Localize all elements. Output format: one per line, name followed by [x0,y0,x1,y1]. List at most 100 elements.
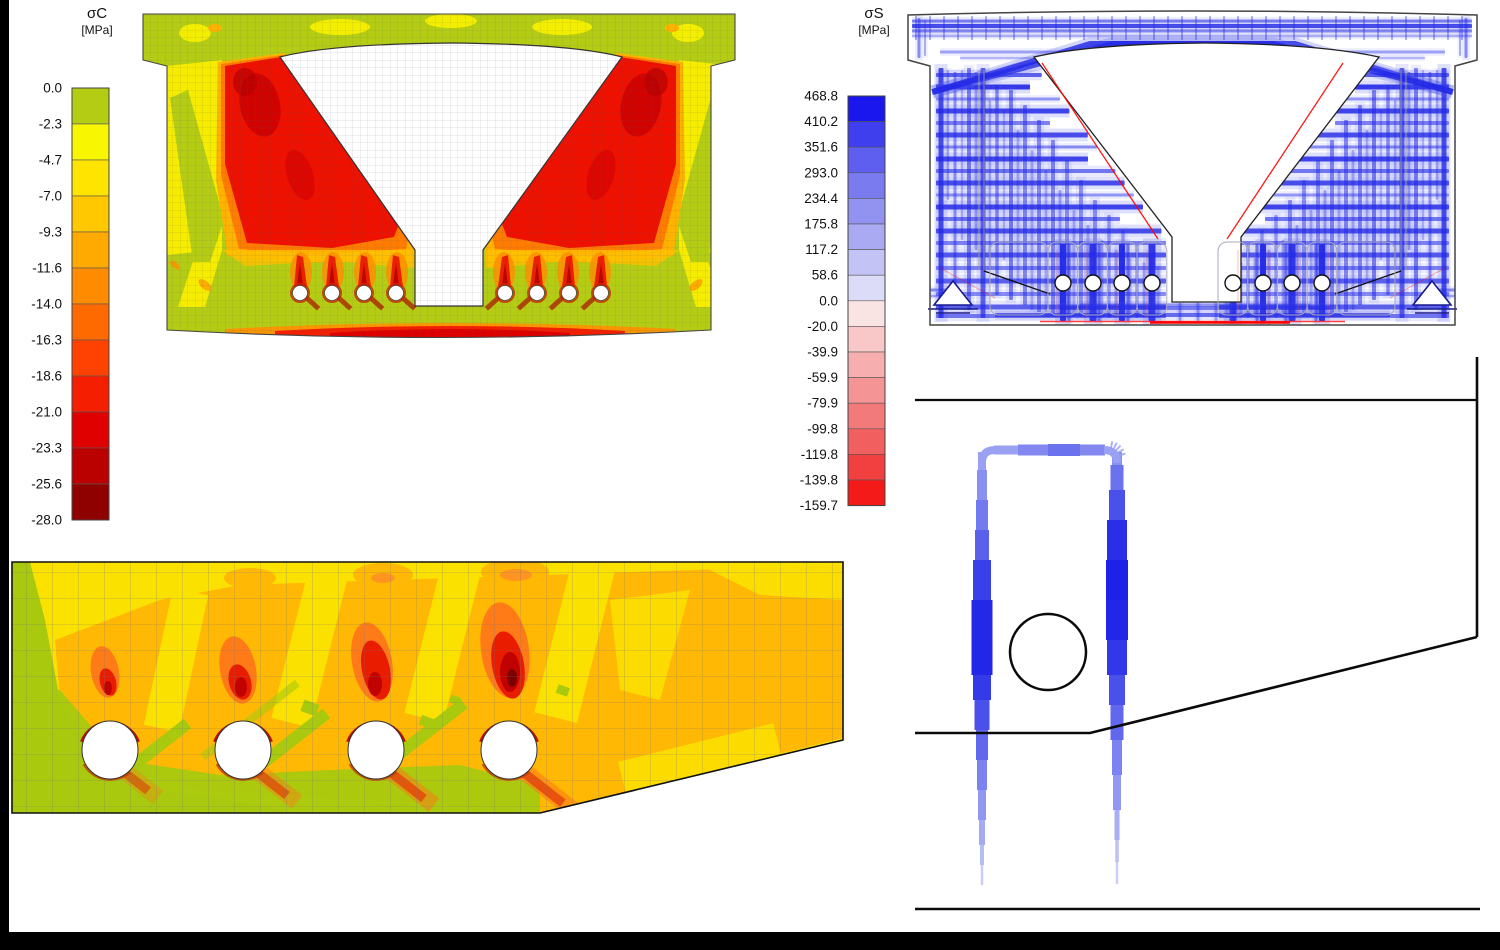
stirrup-left-leg-segment [978,790,986,820]
colorbar-segment [847,454,886,481]
plume-core [361,263,367,285]
steel-vbar-halo [1098,237,1106,321]
steel-vbar-halo [1084,222,1092,319]
colorbar-tick-label: 351.6 [804,140,838,155]
colorbar-tick-label: -159.7 [800,498,838,513]
flange-tick [1125,16,1127,40]
stirrup-top-bar-segment [1080,444,1105,456]
steel-hbar [912,29,1472,33]
stirrup-corner-left [978,446,996,464]
flange-tick [971,16,973,40]
steel-vbar [1086,225,1090,316]
stirrup-right-leg-segment [1109,490,1125,520]
sigma-c-title: σC [87,5,107,22]
stirrup-left-leg-segment [979,820,985,845]
stirrup-corner-fan-line [1110,442,1118,454]
flange-tick [1391,16,1393,40]
flange-tick [1363,16,1365,40]
colorbar-segment [847,326,886,353]
hole-rim [354,283,374,303]
stirrup-left-leg-segment [971,600,993,640]
steel-bars-left [910,15,1454,325]
steel-vbar [946,70,950,200]
steel-duct-circle [1283,274,1301,292]
flange-tick [1321,16,1323,40]
flange-tick [1167,16,1169,40]
stirrup-right-leg-segment [1115,862,1119,884]
colorbar-tick-label: -9.3 [39,225,62,240]
steel-duct-circle [1143,274,1161,292]
steel-vbar-halo [1070,207,1078,319]
stirrup-right-leg-segment [1113,775,1121,810]
flange-tick [1083,16,1085,40]
colorbar-segment [847,198,886,225]
colorbar-tick-label: -18.6 [31,369,62,384]
colorbar-tick-label: -16.3 [31,333,62,348]
colorbar-segment [847,479,886,506]
colorbar-tick-label: -14.0 [31,297,62,312]
fe-mesh-overlay [143,14,735,338]
steel-vbar [988,100,992,270]
colorbar-segment [71,87,110,125]
steel-vbar-halo [986,98,994,272]
colorbar-tick-label: 234.4 [804,191,838,206]
colorbar-tick-label: 468.8 [804,89,838,104]
colorbar-tick-label: 410.2 [804,114,838,129]
stirrup-right-leg-segment [1112,740,1122,775]
detail-duct-hole [347,720,405,780]
steel-hbar-halo [936,191,1134,199]
flange-tick [929,16,931,40]
steel-duct-circle [1224,274,1242,292]
colorbar-tick-label: -139.8 [800,473,838,488]
steel-hbar-halo [912,32,1472,40]
colorbar-tick-label: -4.7 [39,153,62,168]
colorbar-border [847,95,886,507]
flange-tick [1307,16,1309,40]
colorbar-tick-label: 0.0 [819,293,838,308]
flange-tick [1153,16,1155,40]
duct-holes-left [290,252,417,311]
steel-vbar [974,72,978,250]
steel-vbar [1051,140,1055,315]
steel-vbar-halo [1042,167,1050,315]
sigma-c-section-figure [142,13,736,339]
stirrup-right-leg-segment [1106,600,1128,640]
steel-vbar [1002,110,1006,260]
steel-vbar-halo [1126,255,1134,321]
stirrup-right-leg-segment [1107,520,1127,560]
flange-tick [1349,16,1351,40]
flange-tick [915,16,917,40]
flange-tick [1293,16,1295,40]
flange-tick [1279,16,1281,40]
steel-vbar [1079,180,1083,316]
detail-duct-holes [81,720,538,780]
steel-vbar-center-halo [1176,300,1184,324]
steel-vbar [1107,215,1111,318]
steel-vbar-halo [1104,212,1114,321]
colorbar-segment [847,172,886,199]
colorbar-segment [847,223,886,250]
stirrup-left-leg-segment [974,700,990,730]
support-pin-icon-left [928,279,978,314]
steel-vbar-halo [951,69,959,293]
steel-vbar [1044,170,1048,312]
colorbar-tick-label: -2.3 [39,117,62,132]
steel-vbar [1037,120,1041,312]
colorbar-segment [71,267,110,305]
flange-tick [999,16,1001,40]
duct-group-boxes [989,241,1396,316]
colorbar-tick-label: -23.3 [31,441,62,456]
flange-tick [985,16,987,40]
flange-tick [1377,16,1379,40]
colorbar-segment [71,339,110,377]
colorbar-segment [71,411,110,449]
stirrup-right-leg-segment [1114,810,1120,840]
colorbar-tick-label: -7.0 [39,189,62,204]
steel-vbar [1072,210,1076,316]
colorbar-segment [847,274,886,302]
steel-vbar [1142,262,1146,318]
stirrup-right-leg-segment [1115,840,1119,862]
stirrup-right-leg-segment [1110,705,1124,740]
colorbar-tick-label: -59.9 [807,370,838,385]
colorbar-segment [71,303,110,341]
